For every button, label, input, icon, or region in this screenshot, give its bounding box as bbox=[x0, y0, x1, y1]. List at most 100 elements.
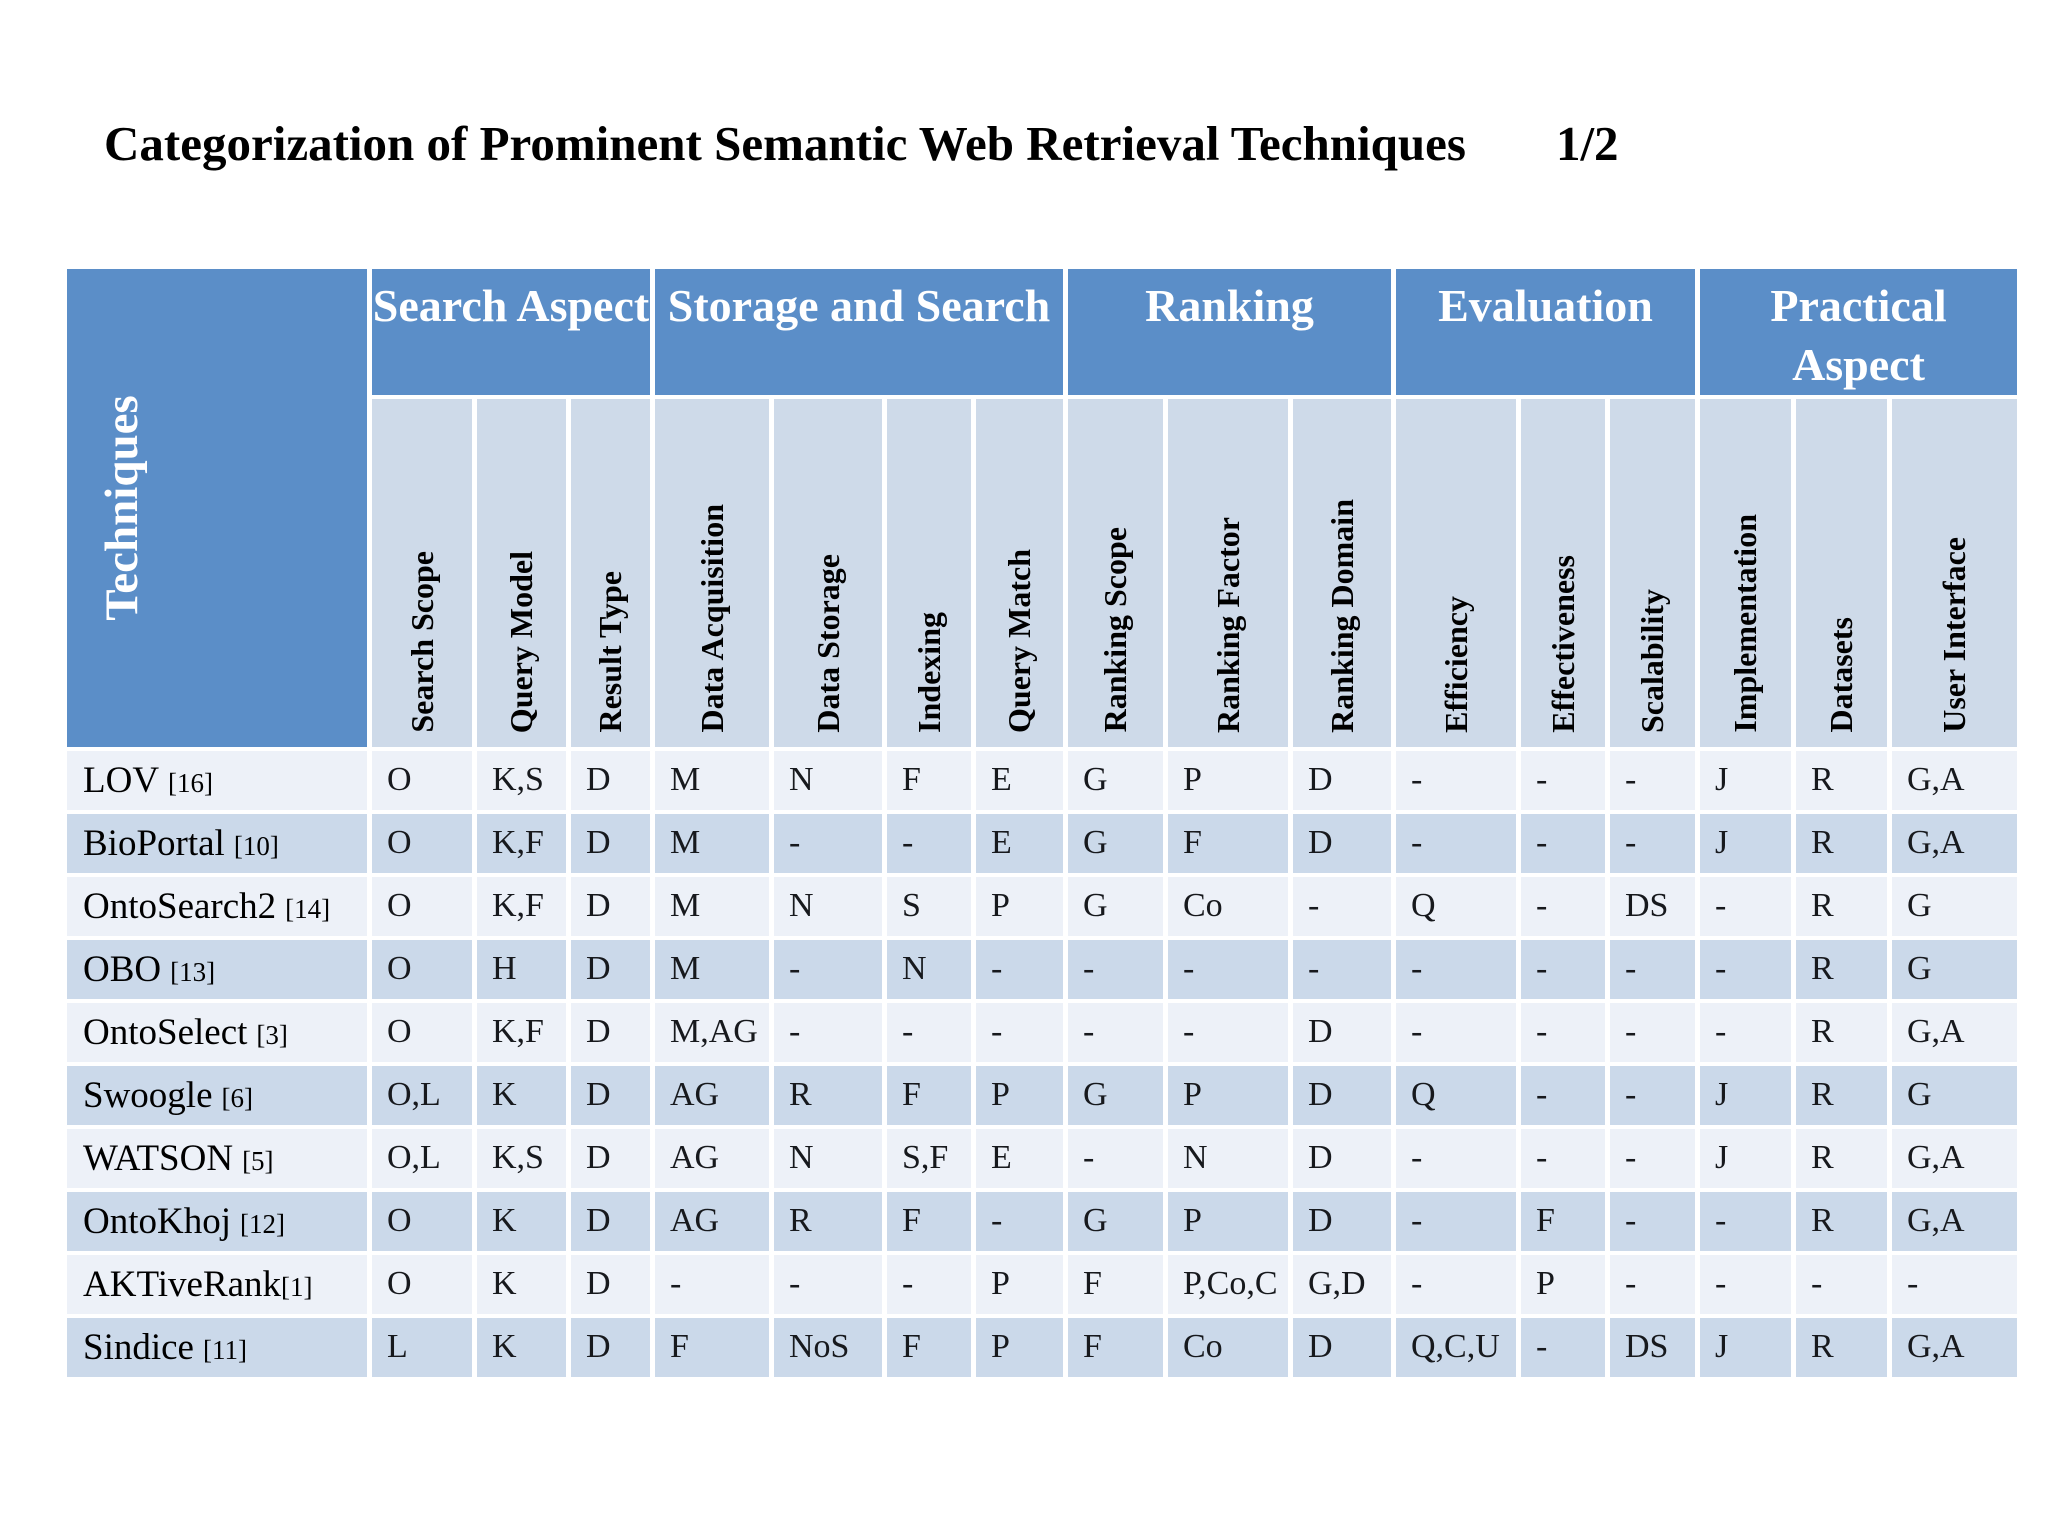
categorization-table: Techniques Search Aspect Storage and Searc… bbox=[62, 265, 2022, 1381]
table-cell: J bbox=[1700, 1317, 1791, 1377]
table-cell: AG bbox=[655, 1191, 769, 1251]
table-cell: G bbox=[1068, 750, 1163, 810]
table-cell: - bbox=[1700, 1002, 1791, 1062]
table-cell: - bbox=[1610, 939, 1695, 999]
table-cell: J bbox=[1700, 813, 1791, 873]
table-cell: R bbox=[774, 1191, 882, 1251]
table-cell: R bbox=[1796, 1128, 1887, 1188]
table-cell: - bbox=[1168, 939, 1288, 999]
table-cell: H bbox=[477, 939, 566, 999]
table-cell: O bbox=[372, 939, 472, 999]
table-cell: R bbox=[1796, 813, 1887, 873]
table-cell: D bbox=[1293, 1191, 1391, 1251]
table-cell: - bbox=[1521, 939, 1605, 999]
column-header-query-match: Query Match bbox=[976, 398, 1063, 747]
table-cell: R bbox=[1796, 1317, 1887, 1377]
column-header-efficiency: Efficiency bbox=[1396, 398, 1516, 747]
technique-name: LOV bbox=[83, 759, 160, 801]
table-cell: D bbox=[1293, 1065, 1391, 1125]
table-cell: - bbox=[1396, 813, 1516, 873]
technique-name: OntoSearch2 bbox=[83, 885, 277, 927]
table-cell: - bbox=[1521, 1002, 1605, 1062]
table-cell: K,F bbox=[477, 813, 566, 873]
table-cell: G,A bbox=[1892, 1191, 2017, 1251]
table-cell: K bbox=[477, 1065, 566, 1125]
table-cell: D bbox=[1293, 750, 1391, 810]
table-cell: - bbox=[1610, 1191, 1695, 1251]
table-cell: K,S bbox=[477, 1128, 566, 1188]
table-cell: P bbox=[976, 876, 1063, 936]
table-cell: R bbox=[1796, 939, 1887, 999]
table-cell: - bbox=[1396, 1002, 1516, 1062]
table-cell: NoS bbox=[774, 1317, 882, 1377]
table-cell: P bbox=[1168, 1065, 1288, 1125]
group-header-practical-aspect: Practical Aspect bbox=[1700, 269, 2017, 395]
table-cell: N bbox=[774, 750, 882, 810]
column-header-row: Search Scope Query Model Result Type Data A… bbox=[67, 398, 2017, 747]
table-cell: G bbox=[1068, 1191, 1163, 1251]
column-header-datasets: Datasets bbox=[1796, 398, 1887, 747]
column-header-label: Ranking Factor bbox=[1209, 516, 1246, 733]
technique-label: OntoKhoj [12] bbox=[67, 1191, 367, 1251]
technique-reference: [13] bbox=[170, 956, 216, 987]
table-cell: D bbox=[571, 1317, 650, 1377]
table-cell: P bbox=[976, 1065, 1063, 1125]
table-cell: K bbox=[477, 1317, 566, 1377]
table-cell: E bbox=[976, 813, 1063, 873]
table-cell: - bbox=[1293, 876, 1391, 936]
table-cell: J bbox=[1700, 1065, 1791, 1125]
table-row-ontoselect: OntoSelect [3] O K,F D M,AG - - - - - D - - - - R G,A bbox=[67, 1002, 2017, 1062]
table-row-watson: WATSON [5] O,L K,S D AG N S,F E - N D - - - J R G,A bbox=[67, 1128, 2017, 1188]
table-header: Techniques Search Aspect Storage and Searc… bbox=[67, 269, 2017, 747]
table-cell: P bbox=[1168, 1191, 1288, 1251]
column-header-result-type: Result Type bbox=[571, 398, 650, 747]
table-cell: - bbox=[1610, 1065, 1695, 1125]
table-cell: O bbox=[372, 876, 472, 936]
table-cell: - bbox=[1610, 1254, 1695, 1314]
table-row-obo: OBO [13] O H D M - N - - - - - - - - R G bbox=[67, 939, 2017, 999]
column-header-label: Datasets bbox=[1823, 617, 1859, 733]
table-cell: P bbox=[1168, 750, 1288, 810]
group-header-search-aspect: Search Aspect bbox=[372, 269, 650, 395]
table-cell: N bbox=[774, 876, 882, 936]
table-cell: P bbox=[1521, 1254, 1605, 1314]
table-cell: G,D bbox=[1293, 1254, 1391, 1314]
table-cell: DS bbox=[1610, 876, 1695, 936]
technique-label: OBO [13] bbox=[67, 939, 367, 999]
table-row-ontosearch2: OntoSearch2 [14] O K,F D M N S P G Co - Q - DS - R G bbox=[67, 876, 2017, 936]
table-cell: P,Co,C bbox=[1168, 1254, 1288, 1314]
table-cell: G,A bbox=[1892, 1128, 2017, 1188]
technique-reference: [14] bbox=[285, 893, 331, 924]
group-header-row: Techniques Search Aspect Storage and Searc… bbox=[67, 269, 2017, 747]
table-cell: - bbox=[1796, 1254, 1887, 1314]
column-header-scalability: Scalability bbox=[1610, 398, 1695, 747]
table-cell: G bbox=[1068, 876, 1163, 936]
technique-name: OntoKhoj bbox=[83, 1200, 231, 1242]
table-cell: O,L bbox=[372, 1128, 472, 1188]
table-row-lov: LOV [16] O K,S D M N F E G P D - - - J R G,A bbox=[67, 750, 2017, 810]
table-cell: K,F bbox=[477, 876, 566, 936]
column-header-data-acquisition: Data Acquisition bbox=[655, 398, 769, 747]
table-cell: G,A bbox=[1892, 1002, 2017, 1062]
table-cell: D bbox=[571, 1191, 650, 1251]
technique-label: BioPortal [10] bbox=[67, 813, 367, 873]
column-header-label: Search Scope bbox=[403, 551, 440, 733]
table-cell: S,F bbox=[887, 1128, 971, 1188]
table-cell: N bbox=[887, 939, 971, 999]
table-cell: - bbox=[1521, 1128, 1605, 1188]
table-cell: D bbox=[571, 1128, 650, 1188]
table-cell: R bbox=[1796, 1002, 1887, 1062]
table-cell: E bbox=[976, 1128, 1063, 1188]
table-cell: O,L bbox=[372, 1065, 472, 1125]
group-header-storage-and-search: Storage and Search bbox=[655, 269, 1063, 395]
table-cell: - bbox=[774, 1002, 882, 1062]
table-cell: O bbox=[372, 1002, 472, 1062]
table-cell: K,F bbox=[477, 1002, 566, 1062]
techniques-corner-header: Techniques bbox=[67, 269, 367, 747]
table-cell: G bbox=[1892, 876, 2017, 936]
table-cell: R bbox=[1796, 750, 1887, 810]
technique-name: OBO bbox=[83, 948, 162, 990]
table-cell: - bbox=[1521, 1317, 1605, 1377]
table-cell: - bbox=[1521, 813, 1605, 873]
table-cell: D bbox=[571, 939, 650, 999]
